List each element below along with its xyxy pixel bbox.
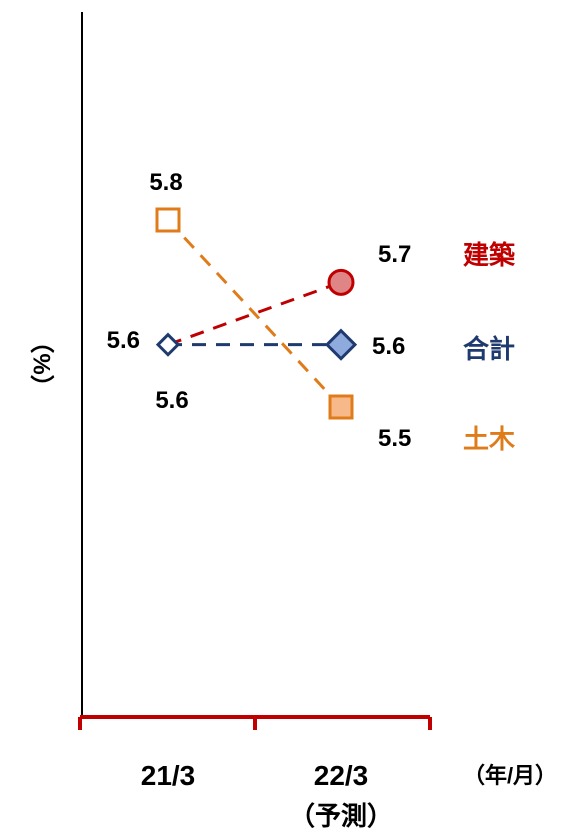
- x-tick-label: 21/3: [141, 760, 196, 791]
- x-tick-sublabel: （予測）: [289, 801, 393, 831]
- series-line: [166, 218, 343, 409]
- legend-label: 合計: [463, 334, 515, 364]
- x-tick-label: 22/3: [314, 760, 369, 791]
- series-line: [167, 280, 342, 347]
- data-label: 5.7: [378, 241, 411, 268]
- series-lines: [166, 218, 343, 409]
- legend-label: 土木: [463, 424, 515, 454]
- data-label: 5.6: [372, 333, 405, 360]
- series-markers: [155, 207, 358, 420]
- x-axis: 21/3 22/3 （予測）: [78, 715, 432, 831]
- data-point-diamond: [324, 328, 358, 361]
- legend-label: 建築: [463, 240, 516, 270]
- data-point-square: [155, 207, 181, 233]
- data-point-square: [328, 394, 354, 420]
- data-label: 5.8: [149, 169, 182, 196]
- x-axis-label: （年/月）: [463, 763, 557, 788]
- data-label: 5.6: [155, 387, 188, 414]
- data-label: 5.5: [378, 425, 411, 452]
- data-point-diamond: [155, 332, 181, 357]
- y-axis-label: （%）: [28, 329, 55, 398]
- data-label: 5.6: [107, 327, 140, 354]
- data-point-circle: [327, 268, 355, 296]
